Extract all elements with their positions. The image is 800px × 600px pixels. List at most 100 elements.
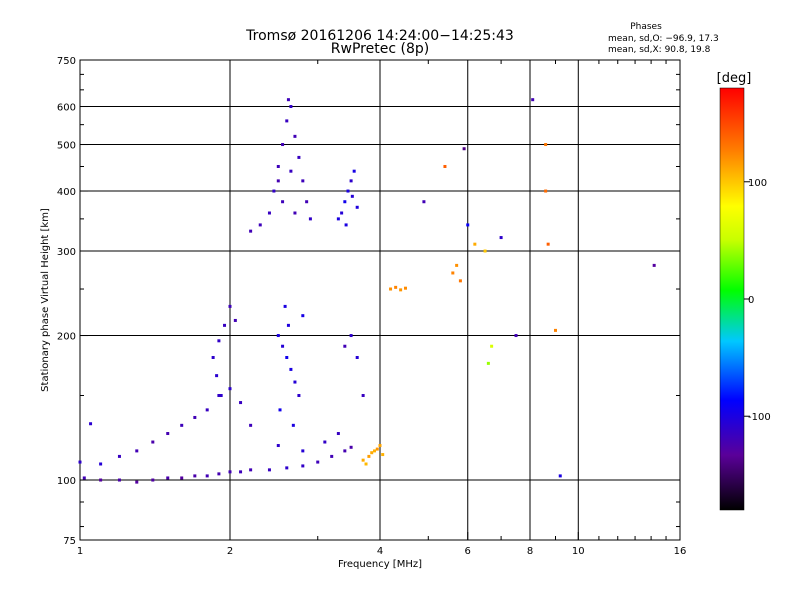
data-point [228, 470, 232, 474]
data-point [301, 179, 305, 183]
data-point [117, 454, 121, 458]
y-tick-label: 500 [57, 141, 76, 152]
data-point [82, 476, 86, 480]
data-point [458, 279, 462, 283]
data-point [344, 223, 348, 227]
data-point [451, 271, 455, 275]
data-point [308, 217, 312, 221]
data-point [350, 194, 354, 198]
data-point [483, 249, 487, 253]
data-point [316, 460, 320, 464]
data-point [281, 143, 285, 147]
data-point [343, 449, 347, 453]
data-point [99, 478, 103, 482]
data-point [249, 229, 253, 233]
data-point [223, 323, 227, 327]
y-tick-label: 400 [57, 187, 76, 198]
colorbar-label: [deg] [717, 71, 752, 86]
data-point [389, 287, 393, 291]
data-point [291, 423, 295, 427]
data-point [455, 263, 459, 267]
data-point [276, 164, 280, 168]
data-point [652, 263, 656, 267]
data-point [553, 328, 557, 332]
x-tick-label: 16 [674, 546, 687, 557]
colorbar-tick-label: -100 [748, 412, 771, 423]
data-point [239, 401, 243, 405]
data-point [349, 445, 353, 449]
data-point [343, 200, 347, 204]
data-point [228, 387, 232, 391]
data-point [375, 447, 379, 451]
data-point [330, 454, 334, 458]
data-point [205, 408, 209, 412]
data-point [193, 415, 197, 419]
data-point [361, 394, 365, 398]
data-point [151, 478, 155, 482]
data-point [361, 458, 365, 462]
data-point [217, 472, 221, 476]
data-point [514, 334, 518, 338]
y-axis-label: Stationary phase Virtual Height [km] [40, 208, 51, 392]
data-point [336, 432, 340, 436]
data-point [289, 105, 293, 109]
phase-legend-o: mean, sd,O: −96.9, 17.3 [608, 34, 719, 44]
chart-subtitle: RwPretec (8p) [331, 41, 429, 57]
data-point [486, 361, 490, 365]
axis-ticks: 1 2 4 6 8 10 16 75 100 200 300 400 500 600 750 [57, 56, 686, 557]
data-point [293, 211, 297, 215]
x-tick-label: 1 [77, 546, 83, 557]
x-axis-label: Frequency [MHz] [338, 559, 422, 570]
y-tick-label: 100 [57, 476, 76, 487]
data-point [373, 449, 377, 453]
data-point [267, 468, 271, 472]
data-point [466, 223, 470, 227]
phase-legend-title: Phases [630, 22, 662, 32]
data-point [297, 155, 301, 159]
data-point [499, 236, 503, 240]
data-point [367, 454, 371, 458]
data-point [301, 449, 305, 453]
data-point [276, 179, 280, 183]
data-point [381, 453, 385, 457]
data-point [205, 474, 209, 478]
data-point [364, 462, 368, 466]
plot-area: 1 2 4 6 8 10 16 75 100 200 300 400 500 600 750 [57, 56, 686, 557]
data-point [193, 474, 197, 478]
colorbar: [deg] 100 0 -100 [717, 71, 771, 511]
data-point [272, 189, 276, 193]
x-tick-label: 8 [527, 546, 533, 557]
data-point [349, 334, 353, 338]
chart-title: Tromsø 20161206 14:24:00−14:25:43 [245, 28, 514, 44]
data-point [89, 422, 93, 426]
data-point [443, 164, 447, 168]
y-tick-label: 200 [57, 332, 76, 343]
data-point [462, 147, 466, 151]
data-point [211, 355, 215, 359]
data-point [180, 476, 184, 480]
data-point [301, 464, 305, 468]
data-point [180, 423, 184, 427]
y-tick-label: 600 [57, 103, 76, 114]
grid [80, 60, 680, 540]
data-point [531, 98, 535, 102]
data-point [352, 169, 356, 173]
data-point [285, 119, 289, 123]
data-point [166, 476, 170, 480]
data-point [219, 394, 223, 398]
data-point [301, 314, 305, 318]
colorbar-gradient [719, 87, 745, 511]
data-point [305, 200, 309, 204]
data-point [297, 394, 301, 398]
data-point [281, 200, 285, 204]
data-point [285, 355, 289, 359]
y-tick-label: 300 [57, 247, 76, 258]
data-point [355, 355, 359, 359]
data-point [546, 242, 550, 246]
data-point [276, 334, 280, 338]
data-point [258, 223, 262, 227]
data-point [422, 200, 426, 204]
data-point [135, 449, 139, 453]
data-point [343, 344, 347, 348]
